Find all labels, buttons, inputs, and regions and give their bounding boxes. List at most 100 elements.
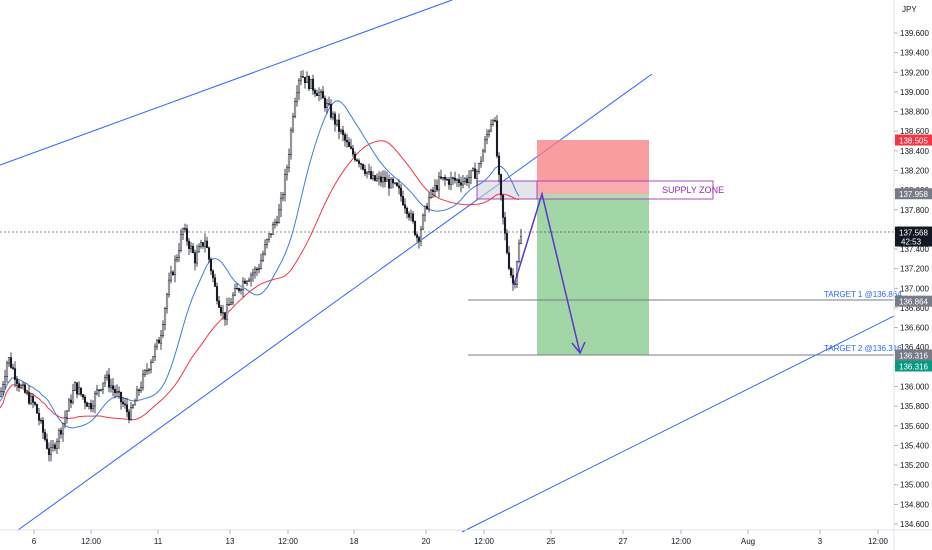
x-tick-label: 12:00 bbox=[278, 537, 299, 546]
candle-body bbox=[465, 178, 469, 183]
y-tick-label: 139.600 bbox=[900, 29, 929, 38]
y-tick-label: 136.000 bbox=[900, 383, 929, 392]
candle-body bbox=[89, 403, 93, 410]
candle-body bbox=[185, 228, 189, 242]
candle-body bbox=[87, 403, 91, 407]
candle-body bbox=[161, 324, 165, 336]
price-badge-stop-value: 136.316 bbox=[899, 362, 928, 371]
candle-body bbox=[415, 234, 419, 238]
candle-body bbox=[5, 362, 9, 378]
candle-body bbox=[483, 139, 487, 152]
candle-body bbox=[181, 228, 185, 235]
price-badge-target1 bbox=[895, 295, 932, 307]
y-axis[interactable]: 139.600 139.400 139.200 139.000 138.800 138.6… bbox=[894, 29, 929, 529]
y-tick-label: 138.600 bbox=[900, 127, 929, 136]
candle-body bbox=[295, 92, 299, 102]
candle-body bbox=[73, 382, 77, 391]
candle-body bbox=[251, 272, 255, 276]
candle-body bbox=[331, 113, 335, 118]
candle-body bbox=[441, 177, 445, 179]
candle-body bbox=[373, 175, 377, 181]
candle-body bbox=[451, 177, 455, 179]
candle-body bbox=[39, 420, 43, 422]
candle-body bbox=[407, 213, 411, 218]
candle-body bbox=[111, 385, 115, 390]
candle-body bbox=[81, 394, 85, 398]
candle-body bbox=[23, 384, 27, 393]
candle-body bbox=[139, 386, 143, 392]
position-tool[interactable] bbox=[537, 140, 649, 355]
x-tick-label: 11 bbox=[154, 537, 163, 546]
candle-body bbox=[421, 214, 425, 230]
candle-body bbox=[239, 289, 243, 291]
candle-body bbox=[395, 182, 399, 187]
candle-body bbox=[387, 179, 391, 189]
x-tick-label: Aug bbox=[741, 537, 755, 546]
y-tick-label: 135.400 bbox=[900, 441, 929, 450]
candle-body bbox=[11, 367, 15, 369]
candle-body bbox=[263, 244, 267, 255]
candle-body bbox=[131, 404, 135, 408]
arrow-head-icon bbox=[571, 341, 586, 355]
candle-body bbox=[361, 163, 365, 170]
candle-body bbox=[47, 448, 51, 455]
target1-label: TARGET 1 @136.864 bbox=[824, 290, 902, 299]
candle-body bbox=[339, 129, 343, 132]
y-tick-label: 138.200 bbox=[900, 166, 929, 175]
candle-body bbox=[207, 247, 211, 260]
candle-body bbox=[0, 391, 3, 397]
candle-body bbox=[135, 389, 139, 402]
reward-zone[interactable] bbox=[537, 194, 649, 355]
candle-body bbox=[235, 288, 239, 290]
channel-outer-line[interactable] bbox=[461, 315, 895, 533]
candle-body bbox=[49, 447, 53, 455]
candle-body bbox=[243, 280, 247, 284]
candle-body bbox=[311, 78, 315, 91]
candle-body bbox=[141, 374, 145, 388]
candle-body bbox=[85, 402, 89, 407]
y-tick-label: 135.800 bbox=[900, 402, 929, 411]
candle-body bbox=[231, 294, 235, 304]
candle-body bbox=[411, 213, 415, 222]
supply-zone[interactable]: SUPPLY ZONE bbox=[476, 180, 724, 200]
candle-body bbox=[347, 141, 351, 147]
candle-body bbox=[517, 243, 521, 263]
candle-body bbox=[71, 390, 75, 403]
candle-body bbox=[431, 189, 435, 192]
candle-body bbox=[15, 379, 19, 384]
x-tick-label: 20 bbox=[422, 537, 431, 546]
candle-body bbox=[175, 257, 179, 261]
x-tick-label: 3 bbox=[818, 537, 823, 546]
projection-arrow[interactable] bbox=[513, 191, 586, 355]
candle-body bbox=[475, 171, 479, 179]
candle-body bbox=[123, 403, 127, 406]
x-axis[interactable]: 6 12:00 11 13 12:00 18 20 12:00 25 27 12:00 Aug 3 12:… bbox=[32, 530, 889, 546]
risk-zone[interactable] bbox=[537, 140, 649, 194]
candle-body bbox=[103, 377, 107, 384]
candle-body bbox=[165, 294, 169, 309]
candle-body bbox=[177, 249, 181, 258]
candle-body bbox=[355, 159, 359, 161]
candle-body bbox=[91, 405, 95, 410]
price-badge-stop bbox=[895, 360, 932, 372]
candle-body bbox=[307, 76, 311, 90]
candle-body bbox=[187, 240, 191, 249]
candle-body bbox=[265, 239, 269, 246]
candle-body bbox=[493, 120, 497, 122]
candle-body bbox=[289, 129, 293, 155]
candle-body bbox=[321, 91, 325, 99]
candle-body bbox=[403, 204, 407, 209]
candle-body bbox=[45, 439, 49, 449]
candle-body bbox=[323, 97, 327, 108]
candle-body bbox=[163, 308, 167, 325]
candle-body bbox=[343, 134, 347, 141]
y-tick-label: 136.400 bbox=[900, 343, 929, 352]
candle-body bbox=[477, 163, 481, 172]
candle-body bbox=[485, 134, 489, 141]
candle-body bbox=[425, 205, 429, 210]
candle-body bbox=[109, 385, 113, 388]
candle-body bbox=[519, 236, 523, 244]
supply-zone-box[interactable] bbox=[536, 180, 714, 200]
channel-upper-line[interactable] bbox=[0, 0, 453, 166]
